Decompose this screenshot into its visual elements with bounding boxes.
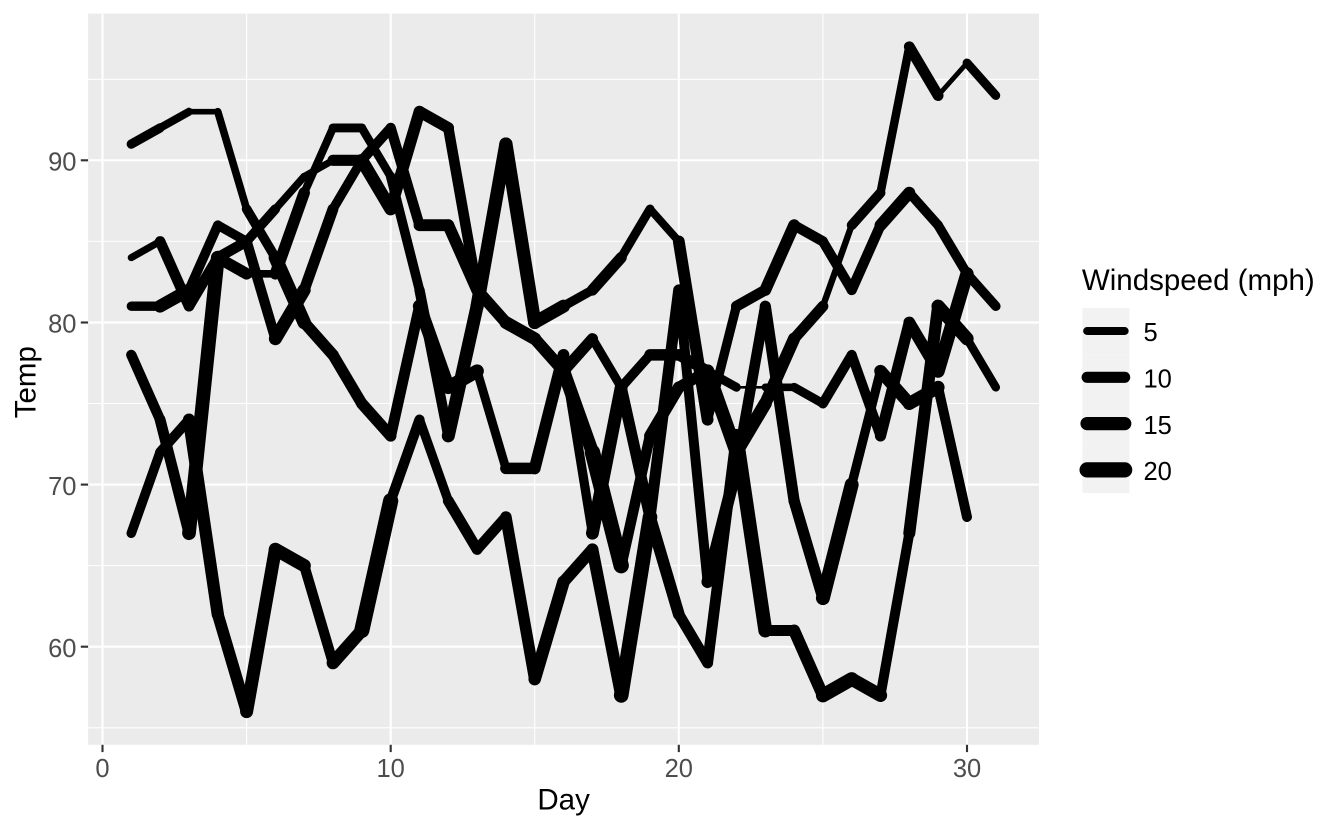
svg-text:10: 10	[1144, 366, 1172, 394]
svg-text:10: 10	[377, 755, 405, 783]
svg-text:60: 60	[48, 635, 76, 663]
svg-text:20: 20	[1144, 458, 1172, 486]
svg-text:90: 90	[48, 149, 76, 177]
svg-text:30: 30	[953, 755, 981, 783]
svg-text:15: 15	[1144, 412, 1172, 440]
svg-text:Windspeed (mph): Windspeed (mph)	[1082, 264, 1315, 297]
svg-text:70: 70	[48, 473, 76, 501]
svg-text:Day: Day	[537, 784, 590, 817]
svg-text:80: 80	[48, 311, 76, 339]
svg-text:0: 0	[95, 755, 109, 783]
svg-text:Temp: Temp	[10, 346, 43, 418]
svg-text:5: 5	[1144, 319, 1158, 347]
svg-text:20: 20	[665, 755, 693, 783]
